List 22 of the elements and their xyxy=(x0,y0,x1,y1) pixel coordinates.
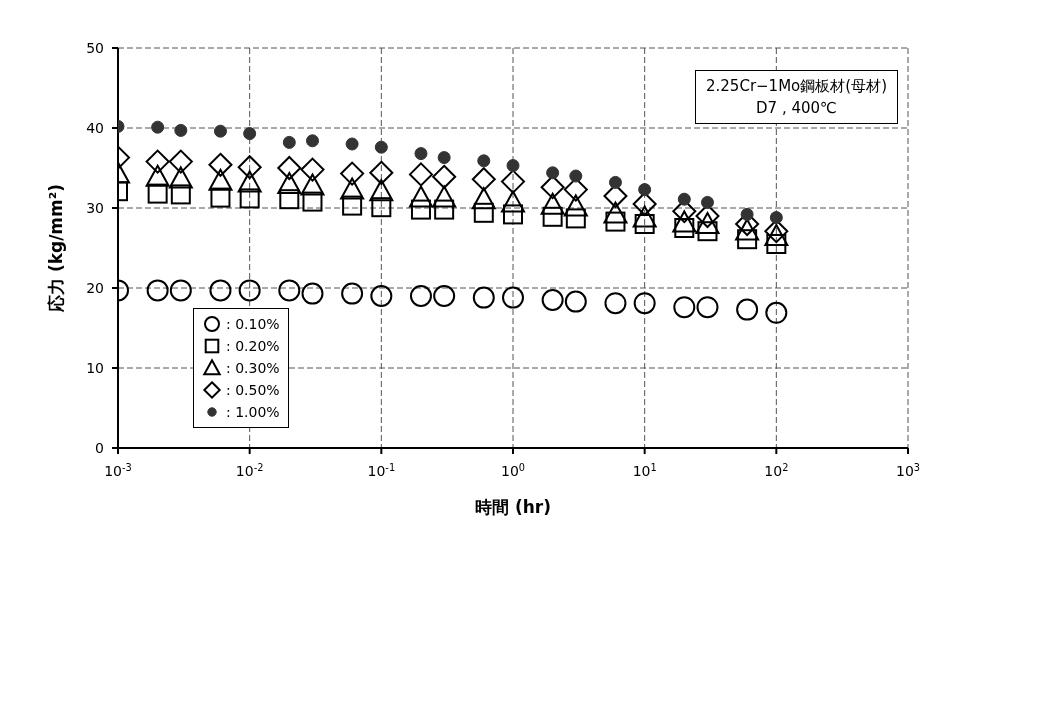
y-tick-label: 50 xyxy=(86,40,104,56)
x-tick-label: 10$^{-1}$ xyxy=(367,461,396,479)
legend-label: : 0.20% xyxy=(226,338,280,354)
x-tick-label: 10$^{3}$ xyxy=(895,461,921,479)
annotation: 2.25Cr−1Mo鋼板材(母材) xyxy=(706,76,887,97)
y-tick-label: 40 xyxy=(86,120,104,136)
y-tick-label: 0 xyxy=(95,440,104,456)
y-tick-label: 20 xyxy=(86,280,104,296)
legend-label: : 0.30% xyxy=(226,360,280,376)
x-tick-label: 10$^{-3}$ xyxy=(104,461,132,479)
x-tick-label: 10$^{0}$ xyxy=(500,461,526,479)
y-tick-label: 10 xyxy=(86,360,104,376)
x-axis-title: 時間 (hr) xyxy=(475,497,551,517)
x-tick-label: 10$^{1}$ xyxy=(632,461,657,479)
annotation: D7 , 400℃ xyxy=(755,98,838,119)
legend-label: : 1.00% xyxy=(226,404,280,420)
x-tick-label: 10$^{2}$ xyxy=(764,461,789,479)
x-tick-label: 10$^{-2}$ xyxy=(235,461,264,479)
y-tick-label: 30 xyxy=(86,200,104,216)
legend-label: : 0.50% xyxy=(226,382,280,398)
legend-label: : 0.10% xyxy=(226,316,280,332)
y-axis-title: 応力 (kg/mm²) xyxy=(46,183,67,314)
